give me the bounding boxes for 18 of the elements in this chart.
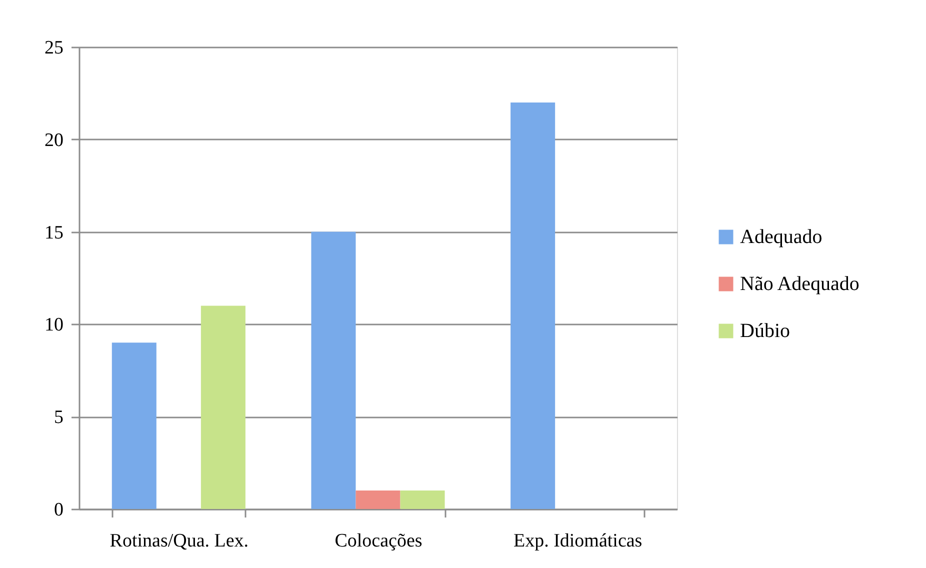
y-tick-label: 25 bbox=[44, 38, 64, 58]
y-tick-label: 0 bbox=[54, 500, 64, 520]
y-tick-label: 20 bbox=[44, 130, 64, 151]
y-tick-label: 15 bbox=[44, 222, 64, 244]
y-tick-label: 5 bbox=[54, 407, 64, 428]
y-tick-label: 10 bbox=[44, 314, 64, 336]
x-tick-label: Colocações bbox=[334, 530, 422, 552]
bar bbox=[356, 490, 400, 509]
x-tick-label: Exp. Idiomáticas bbox=[513, 530, 642, 552]
bar bbox=[311, 232, 356, 509]
bar bbox=[510, 102, 556, 509]
legend-label: Dúbio bbox=[740, 320, 790, 342]
legend-label: Adequado bbox=[740, 226, 822, 248]
legend-label: Não Adequado bbox=[740, 273, 860, 295]
x-tick-label: Rotinas/Qua. Lex. bbox=[110, 530, 249, 552]
bar bbox=[112, 342, 156, 509]
bar bbox=[200, 306, 246, 509]
bar bbox=[400, 490, 445, 509]
